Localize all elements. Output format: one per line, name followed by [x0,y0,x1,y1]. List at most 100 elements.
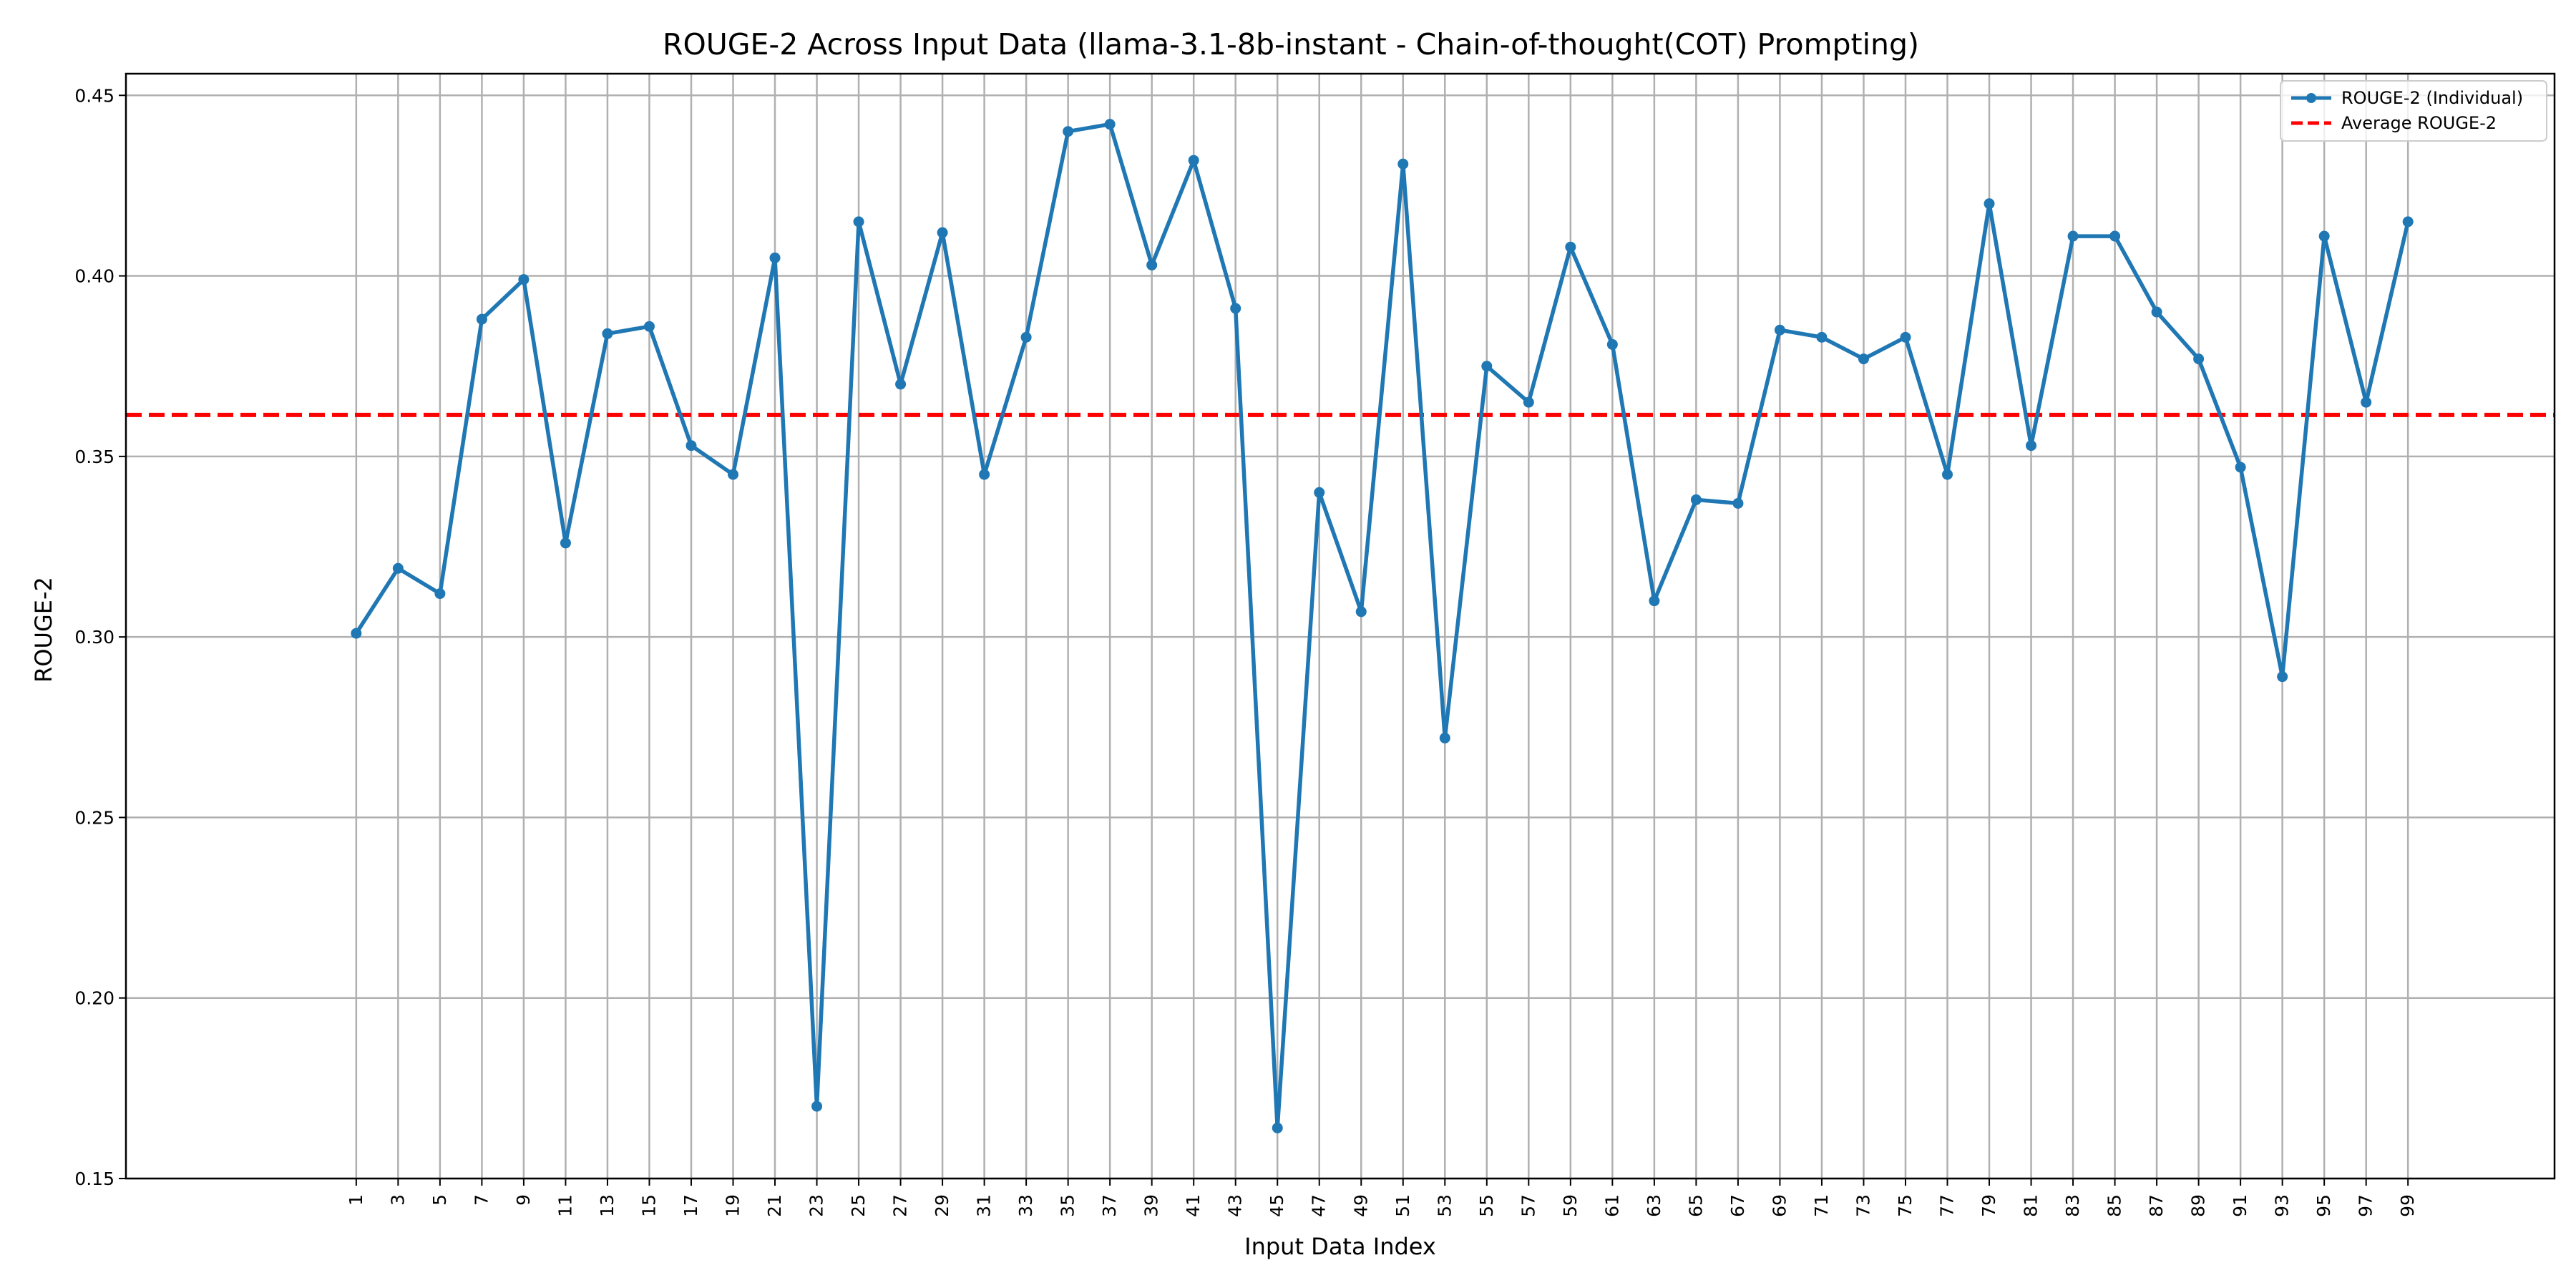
legend-label-individual: ROUGE-2 (Individual) [2341,88,2523,108]
data-point [351,628,362,639]
data-point [476,313,487,325]
data-point [1314,487,1325,498]
x-tick-label: 75 [1895,1194,1916,1217]
y-tick-label: 0.20 [74,988,114,1009]
data-point [2277,671,2288,683]
y-tick-label: 0.25 [74,807,114,828]
x-tick-label: 15 [638,1194,659,1217]
x-tick-label: 45 [1267,1194,1287,1217]
grid-layer [126,74,2555,1180]
x-tick-label: 23 [806,1194,827,1217]
data-point [2402,216,2414,228]
legend: ROUGE-2 (Individual) Average ROUGE-2 [2280,80,2547,142]
x-tick-label: 81 [2021,1194,2041,1217]
x-tick-label: 59 [1560,1194,1581,1217]
data-point [1272,1122,1283,1133]
data-point [979,469,990,480]
x-tick-label: 19 [723,1194,743,1217]
data-point [1858,353,1869,365]
x-tick-label: 71 [1811,1194,1832,1217]
data-point [686,440,697,452]
legend-box [2280,80,2547,142]
x-tick-label: 53 [1434,1194,1455,1217]
x-tick-label: 61 [1601,1194,1622,1217]
data-point [2067,230,2079,242]
x-tick-label: 21 [764,1194,785,1217]
data-point [937,227,948,238]
data-point [1439,732,1450,743]
data-point [643,321,655,332]
x-tick-label: 69 [1769,1194,1790,1217]
data-point [434,588,446,600]
x-tick-label: 63 [1644,1194,1664,1217]
x-tick-label: 67 [1727,1194,1748,1217]
x-tick-label: 17 [680,1194,701,1217]
data-point [1565,241,1576,253]
y-tick-label: 0.45 [74,85,114,106]
data-point [392,562,404,574]
data-point [2109,230,2121,242]
data-point [518,274,530,286]
data-point [1732,497,1744,509]
x-tick-label: 99 [2397,1194,2418,1217]
x-tick-label: 79 [1979,1194,1999,1217]
data-point [1146,259,1158,270]
data-point [1397,158,1409,170]
data-point [1104,119,1116,130]
x-tick-label: 49 [1350,1194,1371,1217]
data-point [2318,230,2330,242]
x-tick-label: 1 [346,1194,366,1206]
x-tick-label: 47 [1309,1194,1330,1217]
data-point [2361,396,2372,408]
data-point [1606,338,1618,350]
plot-frame [125,72,2556,1180]
data-point [895,379,907,390]
y-tick-label: 0.40 [74,266,114,287]
data-point [769,252,781,263]
x-tick-label: 41 [1183,1194,1204,1217]
x-tick-label: 7 [471,1194,492,1206]
data-point [2151,306,2162,318]
x-tick-label: 39 [1141,1194,1162,1217]
data-point [1984,198,1995,210]
x-tick-label: 31 [974,1194,995,1217]
series-line-individual [354,122,2410,1131]
x-tick-label: 33 [1015,1194,1036,1217]
x-tick-label: 97 [2356,1194,2376,1217]
x-tick-label: 25 [848,1194,869,1217]
data-point [1523,396,1534,408]
legend-marker-individual [2306,93,2316,103]
data-point [1942,469,1953,480]
x-tick-label: 5 [429,1194,450,1206]
y-tick-label: 0.15 [74,1169,114,1189]
x-tick-label: 37 [1099,1194,1120,1217]
legend-label-average: Average ROUGE-2 [2341,113,2497,133]
data-point [1063,126,1074,137]
data-point [2235,462,2246,473]
data-point [560,537,571,549]
data-point [1020,331,1032,343]
x-tick-label: 9 [513,1194,534,1206]
data-point [811,1101,823,1112]
data-point [2193,353,2205,365]
data-point [1188,155,1199,166]
x-tick-label: 77 [1937,1194,1958,1217]
data-point [602,328,613,339]
x-tick-label: 95 [2313,1194,2334,1217]
x-tick-label: 73 [1853,1194,1873,1217]
x-tick-label: 93 [2272,1194,2293,1217]
data-point [1816,331,1828,343]
x-tick-label: 51 [1392,1194,1413,1217]
x-tick-label: 27 [890,1194,911,1217]
x-tick-label: 13 [597,1194,618,1217]
series-layer [351,119,2414,1133]
x-tick-label: 83 [2062,1194,2083,1217]
data-point [2026,440,2037,452]
data-point [853,216,864,228]
x-axis-label: Input Data Index [1244,1233,1436,1260]
x-tick-label: 35 [1058,1194,1078,1217]
x-tick-label: 91 [2230,1194,2250,1217]
x-tick-label: 85 [2104,1194,2125,1217]
y-axis-label: ROUGE-2 [30,577,57,683]
